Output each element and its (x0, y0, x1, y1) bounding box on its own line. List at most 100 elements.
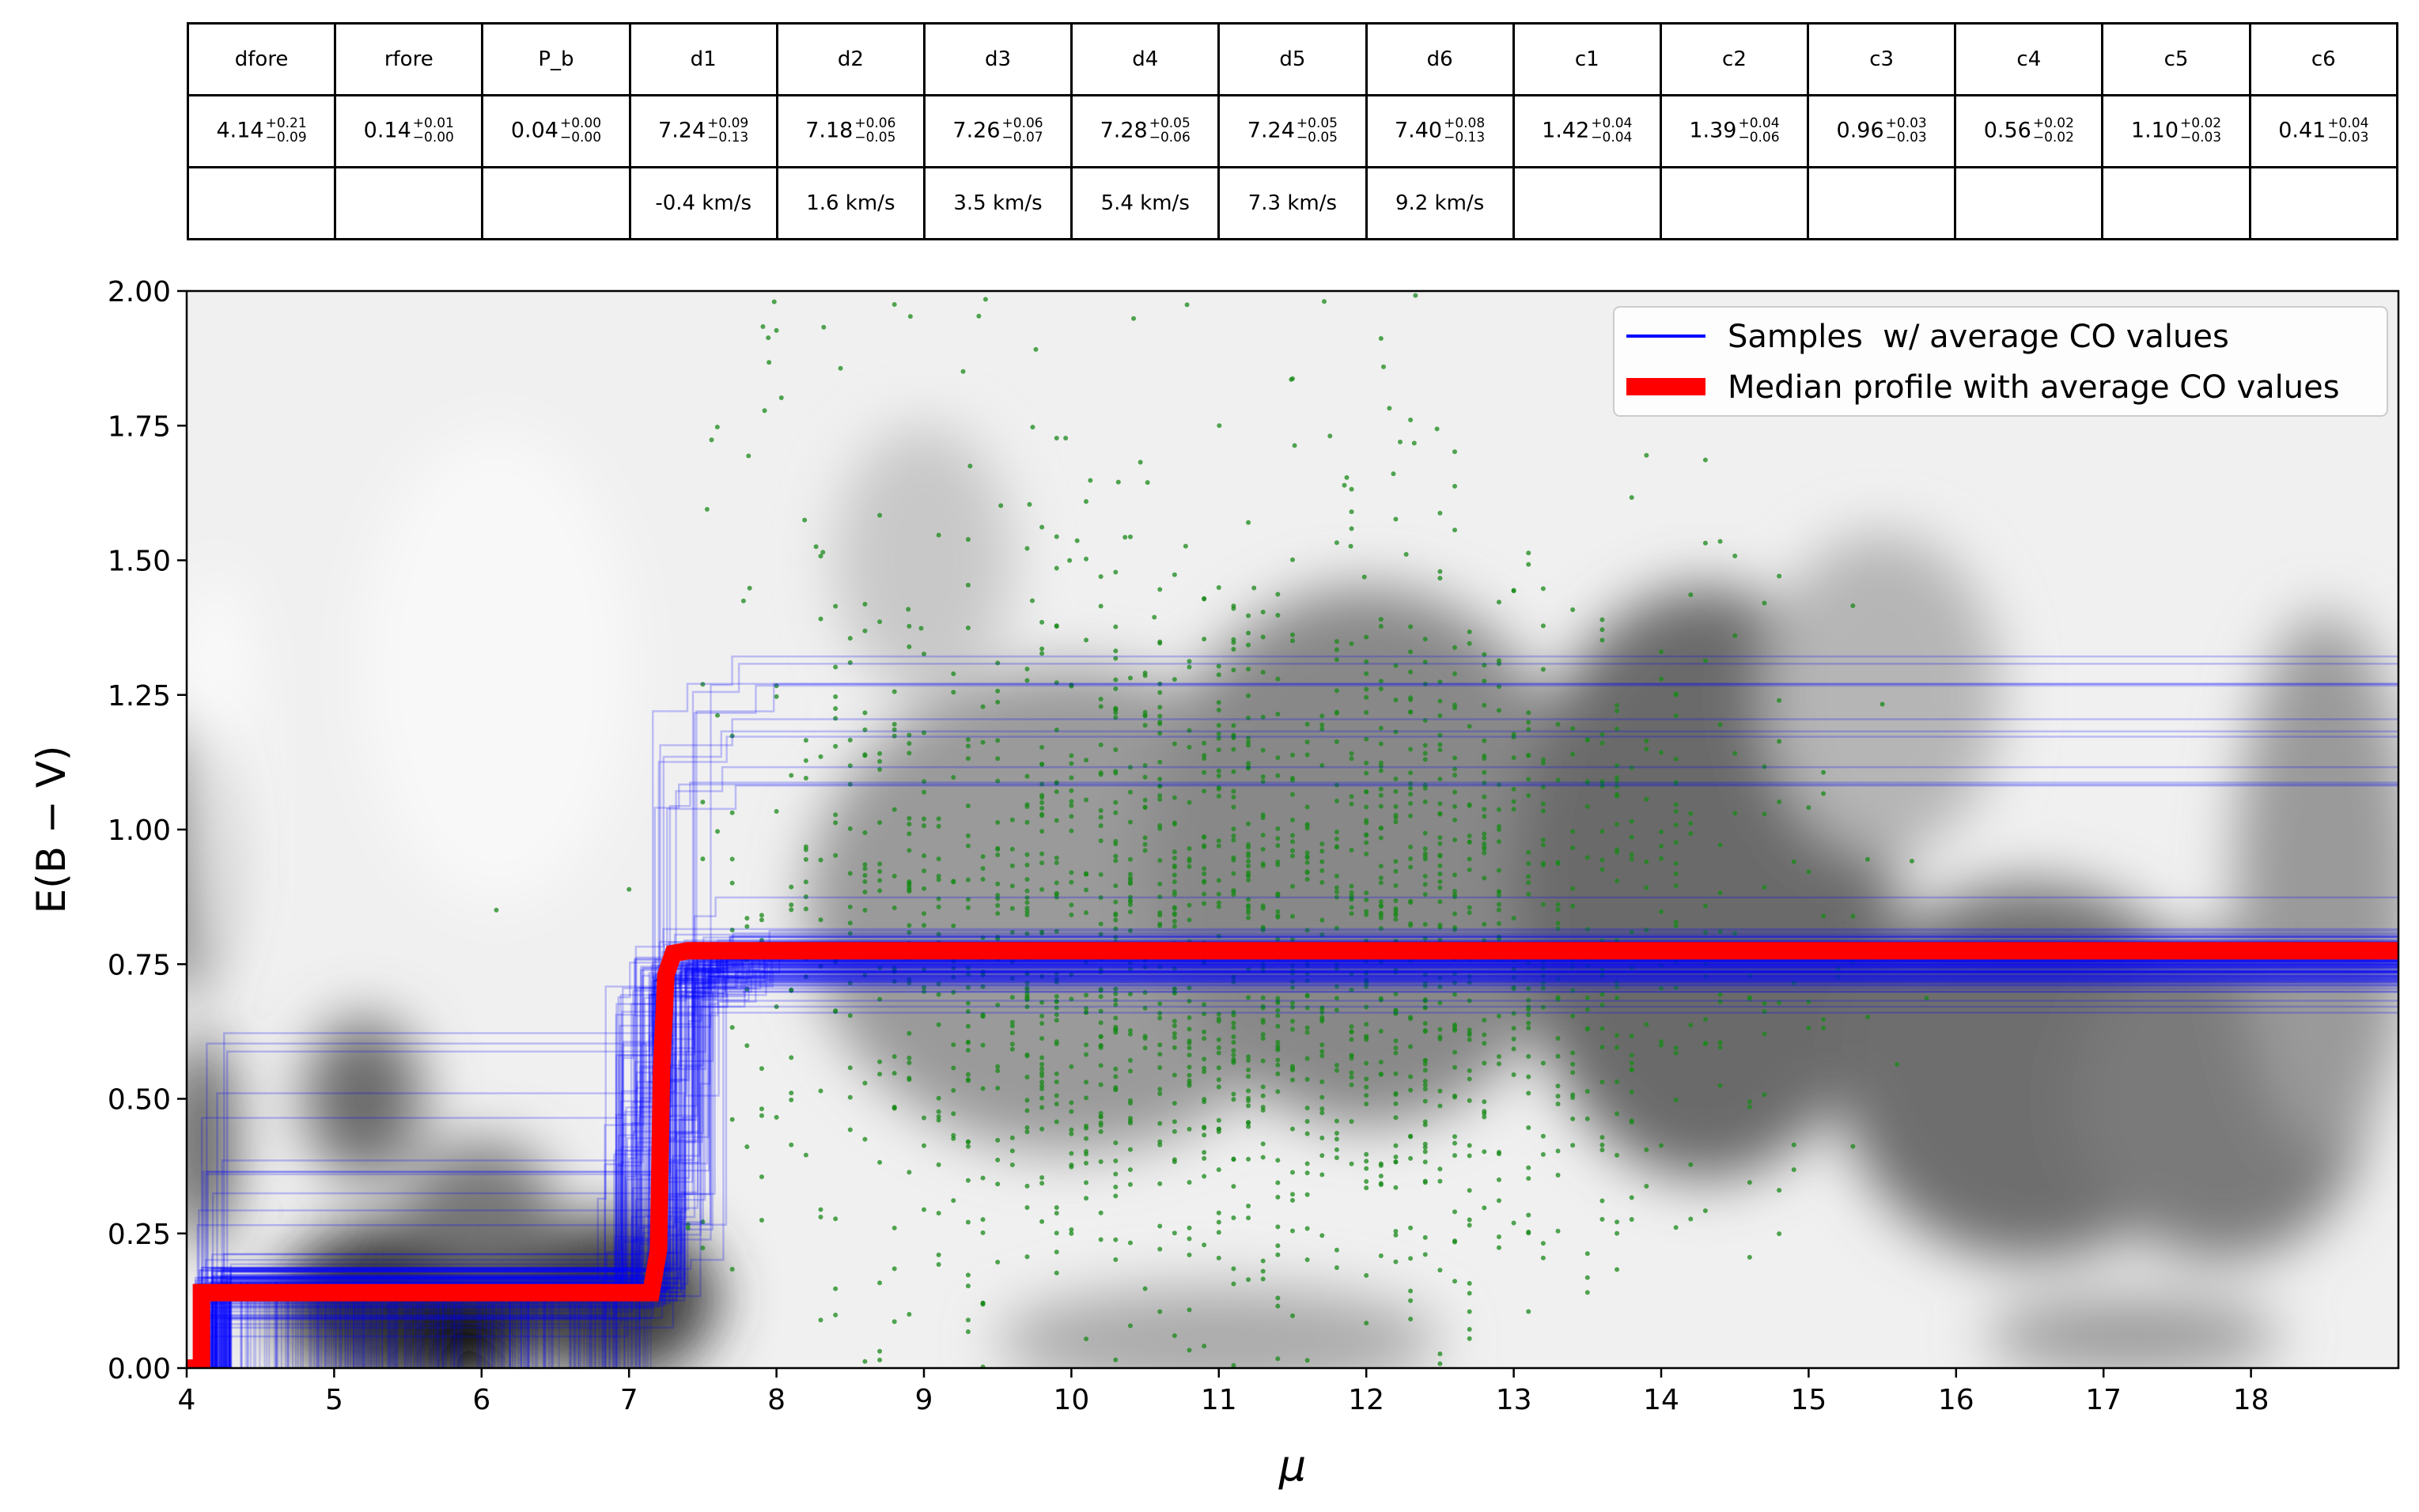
star-point (907, 923, 912, 928)
star-point (995, 688, 1001, 694)
star-point (1555, 1053, 1561, 1059)
star-point (1039, 524, 1045, 530)
star-point (1540, 981, 1546, 986)
star-point (1202, 879, 1207, 884)
star-point (1555, 996, 1561, 1002)
star-point (1378, 792, 1384, 798)
star-point (1069, 1127, 1074, 1132)
star-point (1342, 482, 1347, 488)
legend-box (1613, 306, 2388, 417)
star-point (1408, 785, 1414, 791)
star-point (1113, 810, 1119, 815)
star-point (1024, 819, 1030, 825)
star-point (1482, 1017, 1487, 1022)
star-point (760, 323, 766, 329)
star-point (1364, 1076, 1369, 1082)
star-point (1526, 777, 1531, 782)
star-point (1437, 1034, 1443, 1040)
star-point (862, 890, 868, 895)
star-point (1202, 891, 1207, 897)
star-point (1246, 863, 1251, 868)
star-point (1555, 1035, 1561, 1041)
star-point (922, 988, 926, 994)
star-point (1172, 741, 1177, 747)
star-point (1069, 803, 1074, 808)
star-point (1452, 911, 1458, 917)
star-point (1157, 639, 1163, 644)
star-point (1452, 755, 1458, 761)
star-point (951, 774, 956, 780)
star-point (833, 664, 839, 670)
star-point (774, 1004, 779, 1010)
star-point (1452, 894, 1458, 900)
star-point (1260, 812, 1266, 818)
star-point (1717, 890, 1723, 896)
sample-profile-line (187, 970, 2398, 1368)
star-point (1290, 1170, 1295, 1175)
star-point (1024, 981, 1030, 986)
star-point (1024, 852, 1030, 857)
star-point (1555, 907, 1561, 913)
star-point (1629, 1053, 1634, 1058)
table-velocity-row: -0.4 km/s 1.6 km/s 3.5 km/s 5.4 km/s 7.3 km/… (186, 166, 2399, 240)
star-point (1157, 964, 1163, 970)
star-point (1850, 1143, 1856, 1149)
star-point (1526, 1004, 1531, 1010)
star-point (1304, 1056, 1310, 1061)
star-point (965, 537, 971, 542)
star-point (1349, 911, 1354, 917)
table-header-cell: d2 (775, 22, 926, 96)
star-point (892, 1054, 897, 1060)
star-point (1202, 1132, 1207, 1138)
star-point (1039, 1219, 1045, 1224)
star-point (1246, 613, 1251, 618)
star-point (1393, 1071, 1399, 1076)
star-point (862, 908, 868, 913)
star-point (1482, 921, 1487, 927)
star-point (1659, 1143, 1664, 1148)
star-point (627, 886, 632, 892)
star-point (1344, 474, 1350, 480)
star-point (1349, 1029, 1354, 1034)
star-point (1584, 1275, 1590, 1280)
x-tick-label: 17 (2085, 1384, 2122, 1416)
star-point (1216, 838, 1221, 844)
star-point (965, 1283, 971, 1289)
star-point (1393, 1185, 1399, 1190)
star-point (1526, 1020, 1531, 1026)
star-point (1319, 1135, 1325, 1140)
star-point (877, 1280, 883, 1286)
star-point (1762, 764, 1767, 769)
star-point (1290, 1000, 1295, 1006)
star-point (1570, 829, 1576, 834)
star-point (1364, 1321, 1369, 1326)
star-point (1673, 958, 1679, 964)
star-point (907, 1055, 912, 1060)
star-point (774, 327, 779, 333)
star-point (1113, 747, 1119, 753)
star-point (907, 1077, 912, 1083)
table-header-cell: c6 (2248, 22, 2399, 96)
star-point (1157, 1011, 1163, 1016)
star-point (1422, 1145, 1428, 1151)
x-tick-label: 14 (1643, 1384, 1679, 1416)
star-point (1231, 892, 1236, 898)
star-point (1157, 1052, 1163, 1057)
star-point (951, 966, 956, 971)
star-point (1157, 783, 1163, 788)
star-point (1821, 913, 1827, 919)
star-point (1452, 1049, 1458, 1055)
star-point (1570, 903, 1576, 909)
star-point (1039, 762, 1045, 767)
star-point (1348, 543, 1353, 549)
star-point (1319, 1153, 1325, 1159)
star-point (1319, 1049, 1325, 1054)
star-point (1364, 709, 1369, 715)
x-tick-label: 4 (178, 1384, 196, 1416)
star-point (980, 1086, 986, 1091)
star-point (1054, 890, 1059, 896)
star-point (1673, 860, 1679, 866)
star-point (1319, 1079, 1325, 1085)
star-point (1157, 1246, 1163, 1252)
star-point (892, 1104, 897, 1109)
